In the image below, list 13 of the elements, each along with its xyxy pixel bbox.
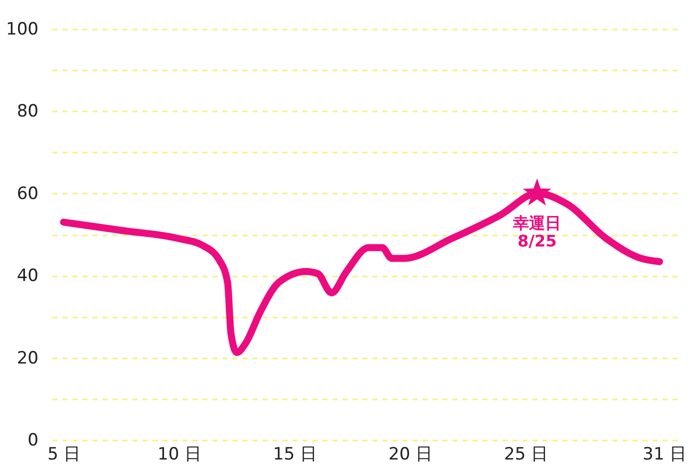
x-tick-label: 25 日 xyxy=(504,444,548,464)
y-tick-label: 60 xyxy=(16,184,38,204)
y-tick-label: 80 xyxy=(16,102,38,122)
x-tick-label: 5 日 xyxy=(47,444,81,464)
x-tick-label: 31 日 xyxy=(642,444,687,464)
y-tick-label: 100 xyxy=(6,20,38,40)
y-tick-label: 40 xyxy=(16,266,38,286)
y-tick-label: 20 xyxy=(16,348,38,368)
annotation: 幸運日 8/25 xyxy=(512,213,562,250)
x-tick-label: 15 日 xyxy=(273,444,318,464)
y-tick-label: 0 xyxy=(28,430,38,450)
x-tick-label: 10 日 xyxy=(158,444,202,464)
x-tick-label: 20 日 xyxy=(388,444,433,464)
